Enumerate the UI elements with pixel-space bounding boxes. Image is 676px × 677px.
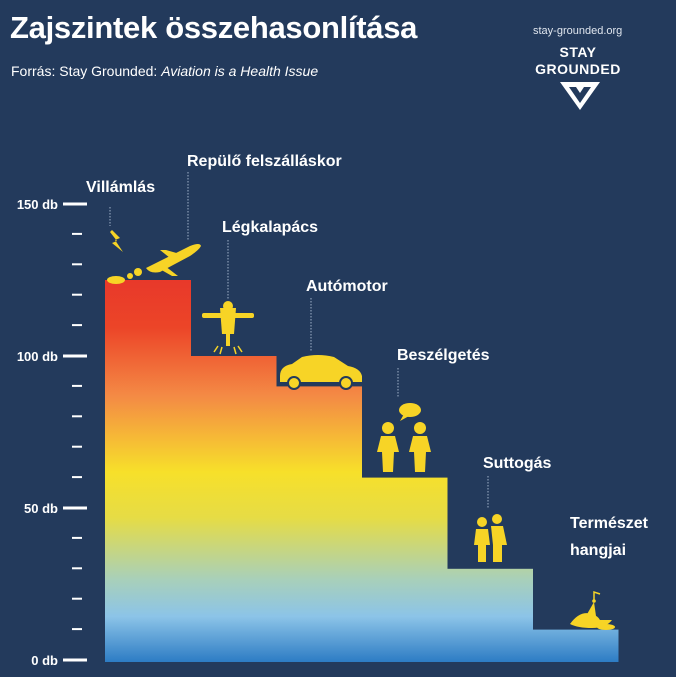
step-bar-6 (532, 629, 619, 662)
label-whisper: Suttogás (483, 455, 552, 472)
source-title: Aviation is a Health Issue (161, 63, 319, 79)
label-airplane: Repülő felszálláskor (187, 153, 342, 170)
source-prefix: Forrás: Stay Grounded: (11, 63, 162, 79)
minor-tick (72, 232, 82, 235)
label-jackhammer: Légkalapács (222, 219, 318, 236)
minor-tick (72, 293, 82, 296)
major-tick (63, 658, 87, 662)
y-tick-label: 0 db (31, 653, 58, 668)
y-tick-label: 150 db (17, 197, 58, 212)
people-talking-icon (377, 403, 431, 472)
step-bar-5 (447, 568, 533, 662)
major-tick (63, 202, 87, 206)
minor-tick (72, 415, 82, 418)
step-bar-1 (105, 280, 191, 662)
labels: Villámlás Repülő felszálláskor Légkalapá… (86, 153, 649, 559)
logo-line1: STAY (559, 44, 597, 60)
minor-tick (72, 597, 82, 600)
step-bar-4 (361, 477, 448, 662)
minor-tick (72, 263, 82, 266)
label-lightning: Villámlás (86, 179, 155, 196)
minor-tick (72, 536, 82, 539)
label-conversation: Beszélgetés (397, 347, 490, 364)
label-nature-line1: Természet (570, 515, 649, 532)
bird-icon (570, 590, 615, 630)
jackhammer-icon (202, 301, 254, 355)
minor-tick (72, 324, 82, 327)
source-line: Forrás: Stay Grounded: Aviation is a Hea… (11, 63, 318, 79)
minor-tick (72, 628, 82, 631)
minor-tick (72, 384, 82, 387)
step-bar-3 (276, 386, 362, 662)
major-tick (63, 354, 87, 358)
label-nature-line2: hangjai (570, 542, 626, 559)
minor-tick (72, 567, 82, 570)
people-whispering-icon (474, 514, 507, 562)
logo-name: STAY GROUNDED (528, 44, 628, 78)
step-bar-2 (190, 356, 277, 662)
major-tick (63, 506, 87, 510)
icons (107, 230, 615, 630)
page-title: Zajszintek összehasonlítása (10, 10, 418, 45)
logo-chevron-icon (560, 82, 600, 110)
label-car: Autómotor (306, 278, 388, 295)
y-tick-label: 50 db (24, 501, 58, 516)
label-nature: Természet hangjai (570, 515, 649, 559)
y-axis: 0 db 50 db 100 db 150 db (17, 197, 87, 668)
steps (105, 280, 619, 662)
car-icon (280, 355, 362, 390)
airplane-icon (107, 244, 201, 284)
minor-tick (72, 445, 82, 448)
logo-url: stay-grounded.org (533, 25, 623, 37)
logo-line2: GROUNDED (535, 61, 621, 77)
y-tick-label: 100 db (17, 349, 58, 364)
lightning-icon (110, 230, 123, 252)
minor-tick (72, 476, 82, 479)
